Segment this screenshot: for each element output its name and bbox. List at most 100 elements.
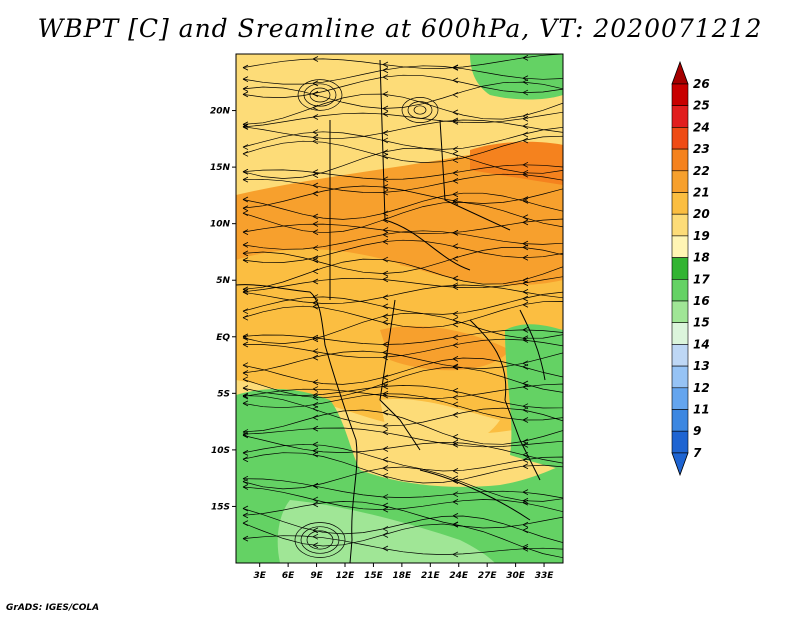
streamline-arrow — [242, 196, 249, 203]
streamline-arrow — [522, 438, 529, 445]
streamline-arrow — [312, 80, 319, 87]
streamline-arrow — [522, 55, 529, 61]
streamline-arrow — [312, 245, 319, 251]
streamline-arrow — [382, 526, 389, 532]
streamline-arrow — [242, 512, 249, 519]
streamline-arrow — [522, 364, 529, 370]
streamline-arrow — [242, 144, 249, 150]
streamline-arrow — [312, 278, 319, 285]
streamline-arrow — [522, 244, 529, 251]
colorbar-box — [671, 278, 689, 302]
streamline-arrow — [242, 484, 249, 490]
x-tick-label: 24E — [449, 571, 469, 581]
colorbar-box — [671, 192, 689, 215]
colorbar-box — [671, 409, 689, 432]
streamline — [242, 126, 563, 150]
streamline-arrow — [312, 451, 319, 458]
streamline-arrow — [452, 255, 459, 262]
y-tick-label: 10N — [210, 220, 231, 230]
streamline — [242, 535, 563, 555]
streamline-arrow — [312, 300, 319, 306]
streamline — [242, 385, 563, 409]
streamline-arrow — [452, 91, 459, 98]
streamline-arrow — [312, 501, 319, 508]
streamline-arrow — [242, 123, 249, 130]
streamline-arrow — [452, 157, 459, 164]
streamline — [242, 435, 563, 464]
streamline-arrow — [452, 334, 459, 341]
colorbar-top-arrow — [671, 60, 689, 85]
colorbar-label: 17 — [693, 272, 710, 286]
colorbar-label: 15 — [693, 316, 710, 330]
streamline — [242, 301, 563, 329]
streamline-arrow — [312, 386, 319, 392]
streamline-arrow — [522, 442, 529, 448]
streamline-arrow — [382, 532, 389, 538]
streamline-arrow — [452, 513, 459, 519]
streamline-arrow — [312, 425, 319, 432]
streamline — [242, 247, 563, 274]
streamline-arrow — [242, 91, 249, 98]
streamline-arrow — [382, 446, 389, 452]
streamline-eddy — [294, 522, 346, 558]
chart-title: WBPT [C] and Sreamline at 600hPa, VT: 20… — [37, 14, 763, 43]
streamline-arrow — [242, 520, 249, 526]
x-tick-label: 27E — [478, 571, 498, 581]
colorbar-label: 13 — [693, 359, 710, 373]
streamline-arrow — [452, 191, 459, 198]
streamline — [242, 81, 563, 109]
streamline-arrow — [452, 475, 459, 482]
streamline-arrow — [242, 241, 249, 248]
colorbar-bottom-arrow — [671, 452, 689, 477]
streamline-arrow — [242, 362, 249, 369]
colorbar-label: 25 — [693, 99, 710, 113]
streamline — [242, 276, 563, 293]
colorbar-box — [671, 170, 689, 193]
streamline-eddy — [297, 79, 343, 111]
colorbar-label: 24 — [693, 120, 710, 134]
y-tick-label: 15S — [211, 502, 230, 512]
streamline-arrow — [382, 238, 389, 245]
streamline-arrow — [312, 229, 319, 235]
colorbar-label: 9 — [693, 424, 701, 438]
streamline-arrow — [242, 392, 249, 399]
streamline-arrow — [382, 456, 389, 463]
streamline — [242, 74, 563, 98]
streamline-arrow — [522, 497, 529, 504]
y-tick-label: 5S — [217, 389, 230, 399]
streamline-arrow — [522, 89, 529, 96]
streamline-arrow — [312, 114, 319, 120]
streamline-arrow — [522, 489, 529, 496]
streamline-arrow — [242, 257, 249, 263]
streamline-arrow — [452, 275, 459, 282]
streamline-arrow — [312, 213, 319, 220]
streamline-arrow — [382, 409, 389, 416]
streamline-arrow — [522, 280, 529, 287]
streamline-arrow — [452, 412, 459, 418]
streamline-eddy — [306, 530, 334, 550]
streamline — [242, 350, 563, 374]
colorbar-label: 20 — [693, 207, 710, 221]
streamline-arrow — [242, 176, 249, 183]
streamline-arrow — [242, 450, 249, 456]
streamline-arrow — [522, 326, 529, 333]
streamline-arrow — [452, 468, 459, 474]
streamline-arrow — [312, 533, 319, 540]
streamline — [242, 329, 563, 345]
streamline-arrow — [452, 439, 459, 446]
streamline-arrow — [382, 303, 389, 310]
colorbar-label: 14 — [693, 337, 710, 351]
streamline — [243, 338, 563, 359]
streamline-arrow — [312, 104, 319, 111]
streamline-arrow — [522, 527, 529, 534]
streamline-arrow — [452, 551, 459, 558]
x-axis: 3E 6E 9E 12E 15E 18E 21E 24E 27E 30E 33E — [253, 563, 554, 581]
streamline-arrow — [382, 61, 389, 68]
streamline-arrow — [242, 370, 249, 376]
streamline-arrow — [452, 521, 459, 528]
colorbar-box — [671, 105, 689, 128]
streamline-arrow — [312, 348, 319, 355]
streamline-arrow — [242, 210, 249, 217]
colorbar-box — [671, 387, 689, 410]
